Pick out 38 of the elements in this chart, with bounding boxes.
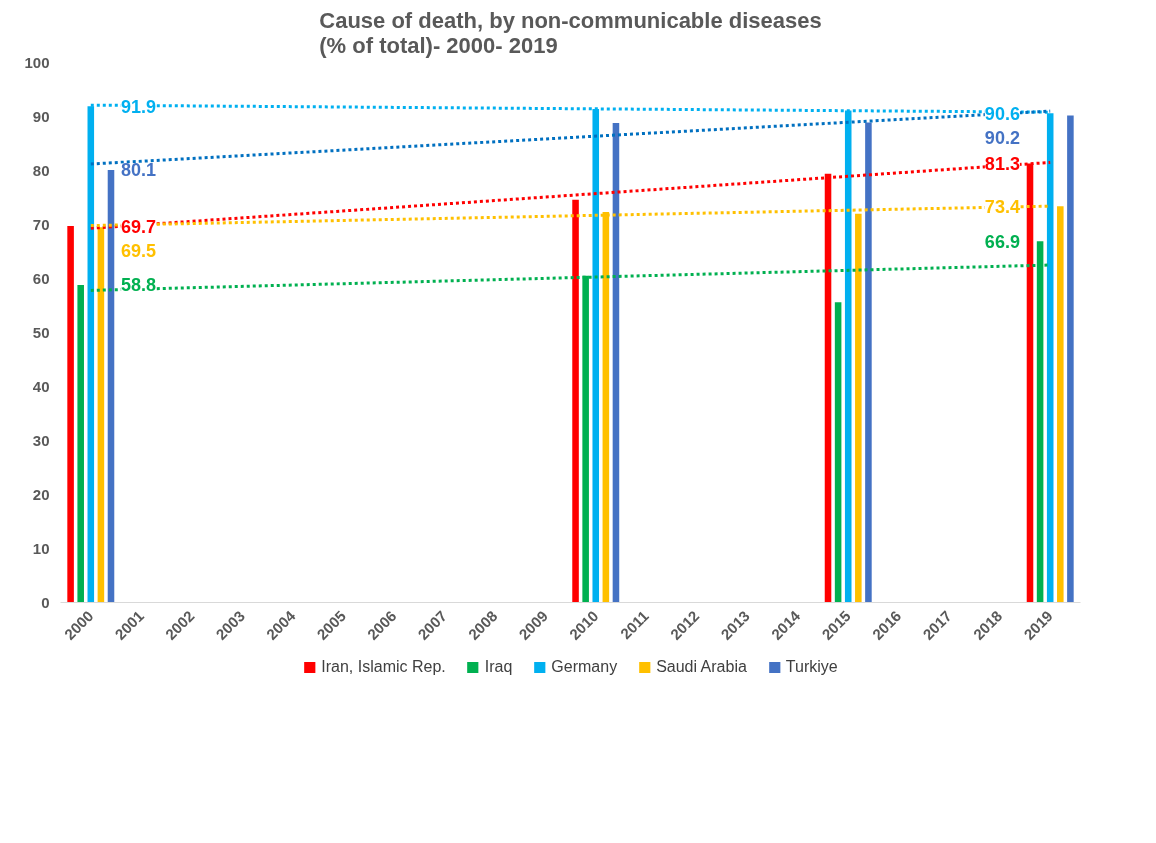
- bar: [77, 284, 84, 603]
- legend-label: Iraq: [484, 658, 513, 676]
- y-tick-label: 80: [32, 161, 50, 179]
- bar: [572, 199, 579, 603]
- bar: [1057, 206, 1064, 603]
- y-tick-label: 100: [24, 53, 50, 71]
- chart-title: Cause of death, by non-communicable diseases (% of total)- 2000- 2019: [319, 7, 822, 58]
- y-tick-label: 60: [32, 269, 50, 287]
- bar: [1067, 115, 1074, 603]
- bar: [97, 227, 105, 603]
- bar: [834, 302, 842, 603]
- annotation: 80.1: [121, 160, 157, 181]
- annotation: 66.9: [984, 231, 1020, 252]
- legend-label: Germany: [551, 658, 618, 676]
- bar: [855, 213, 862, 603]
- bar: [612, 122, 620, 603]
- y-tick-label: 30: [32, 431, 50, 449]
- y-tick-label: 90: [32, 107, 50, 125]
- y-tick-label: 10: [32, 539, 50, 557]
- bar: [107, 169, 115, 603]
- annotation: 69.5: [121, 240, 157, 261]
- y-tick-label: 40: [32, 377, 50, 395]
- legend-label: Iran, Islamic Rep.: [321, 658, 446, 676]
- annotation: 81.3: [984, 153, 1020, 174]
- y-tick-label: 70: [32, 215, 50, 233]
- bar: [865, 122, 872, 603]
- y-tick-label: 20: [32, 485, 50, 503]
- annotation: 69.7: [121, 216, 157, 237]
- y-tick-label: 50: [32, 323, 50, 341]
- annotation: 73.4: [984, 196, 1020, 217]
- annotation: 91.9: [121, 96, 157, 117]
- annotation: 58.8: [121, 275, 157, 296]
- annotation: 90.6: [984, 103, 1020, 124]
- bar: [67, 226, 74, 603]
- annotation: 90.2: [984, 127, 1020, 148]
- legend-label: Turkiye: [785, 658, 838, 676]
- y-tick-label: 0: [41, 593, 50, 611]
- legend-label: Saudi Arabia: [656, 658, 747, 676]
